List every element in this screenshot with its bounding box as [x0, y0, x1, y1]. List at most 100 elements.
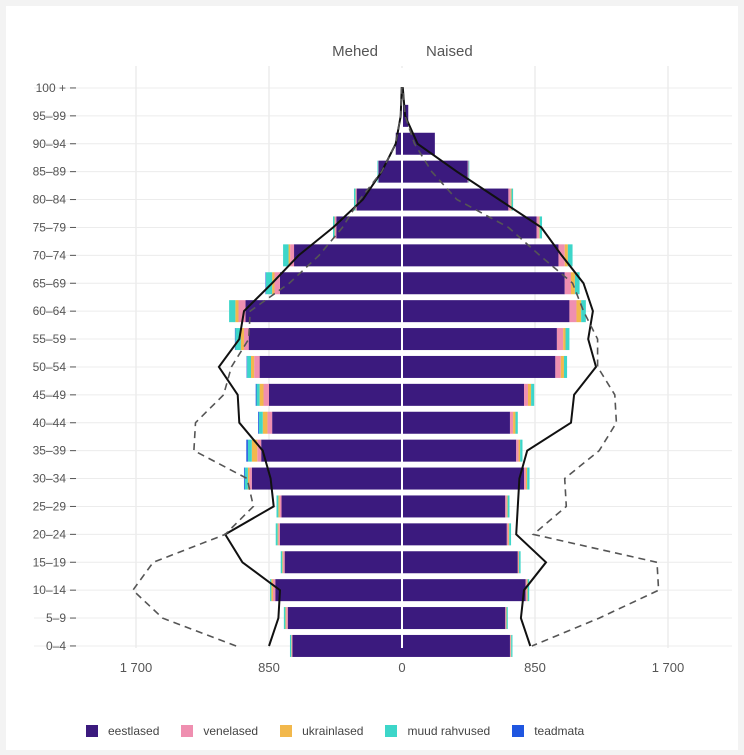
bar-female-venelased	[555, 355, 561, 378]
x-tick-label: 1 700	[652, 660, 685, 675]
population-pyramid-chart: 0–4 5–9 10–14 15–19 20–24 25–29 30–34 35–39 40–4…	[33, 43, 732, 675]
bar-male-muud-rahvused	[280, 551, 283, 574]
legend-item: muud rahvused	[385, 724, 490, 738]
bar-female-muud-rahvused	[511, 188, 514, 211]
bar-male-venelased	[238, 300, 246, 323]
bar-female-muud-rahvused	[527, 467, 530, 490]
bar-female-eestlased	[402, 160, 468, 183]
bar-female-venelased	[556, 328, 564, 351]
bar-female-muud-rahvused	[507, 495, 510, 518]
bar-male-venelased	[263, 383, 269, 406]
bar-male-ukrainlased	[247, 467, 250, 490]
y-tick-label: 65–69	[33, 276, 67, 290]
y-tick-label: 30–34	[33, 472, 67, 486]
bar-male-venelased	[291, 634, 293, 657]
bar-male-eestlased	[272, 411, 402, 434]
bar-male-eestlased	[336, 216, 402, 239]
bar-male-eestlased	[279, 272, 402, 295]
bar-male-venelased	[355, 188, 357, 211]
bar-male-ukrainlased	[262, 411, 268, 434]
bar-male-venelased	[272, 579, 276, 602]
bar-male-ukrainlased	[282, 551, 284, 574]
bar-male-eestlased	[287, 607, 402, 630]
bar-male-eestlased	[275, 579, 402, 602]
bar-male-venelased	[243, 328, 249, 351]
bar-male-ukrainlased	[251, 355, 255, 378]
bar-female-ukrainlased	[564, 244, 568, 267]
bar-male-eestlased	[284, 551, 402, 574]
bar-male-muud-rahvused	[270, 579, 272, 602]
bar-male-muud-rahvused	[377, 160, 379, 183]
y-tick-label: 100 +	[36, 81, 66, 95]
bar-female-eestlased	[402, 523, 507, 546]
y-tick-label: 80–84	[33, 193, 67, 207]
bar-male-eestlased	[279, 523, 402, 546]
x-tick-label: 850	[258, 660, 280, 675]
bar-female-eestlased	[402, 467, 525, 490]
bar-male-eestlased	[259, 355, 402, 378]
bar-male-eestlased	[245, 300, 402, 323]
bar-male-muud-rahvused	[283, 244, 289, 267]
bar-male-venelased	[290, 244, 295, 267]
bar-male-muud-rahvused	[275, 523, 278, 546]
bar-male-muud-rahvused	[353, 188, 356, 211]
bar-female-eestlased	[402, 355, 556, 378]
bar-male-venelased	[279, 495, 282, 518]
bar-male-eestlased	[356, 188, 402, 211]
bar-female-ukrainlased	[538, 216, 540, 239]
bar-male-eestlased	[269, 383, 402, 406]
bar-female-muud-rahvused	[563, 355, 568, 378]
bar-female-ukrainlased	[525, 467, 528, 490]
x-tick-label: 1 700	[120, 660, 153, 675]
bar-female-eestlased	[402, 411, 510, 434]
bar-male-muud-rahvused	[289, 634, 292, 657]
bar-male-ukrainlased	[285, 607, 287, 630]
bar-male-ukrainlased	[288, 244, 291, 267]
bar-male-eestlased	[248, 328, 402, 351]
y-tick-label: 60–64	[33, 304, 67, 318]
y-tick-label: 10–14	[33, 583, 67, 597]
bar-male-ukrainlased	[271, 579, 273, 602]
bar-female-muud-rahvused	[581, 300, 586, 323]
bar-male-venelased	[274, 272, 280, 295]
x-tick-label: 850	[524, 660, 546, 675]
bar-female-eestlased	[402, 551, 518, 574]
bar-female-venelased	[564, 272, 571, 295]
legend-label: teadmata	[534, 724, 585, 738]
legend-swatch	[385, 725, 398, 737]
bar-male-muud-rahvused	[283, 607, 286, 630]
bar-male-venelased	[267, 411, 273, 434]
y-tick-label: 45–49	[33, 388, 67, 402]
bar-male-eestlased	[395, 132, 402, 155]
bar-male-muud-rahvused	[256, 383, 260, 406]
y-tick-label: 35–39	[33, 444, 67, 458]
bar-male-teadmata	[258, 411, 259, 434]
bar-male-venelased	[278, 523, 280, 546]
bar-male-venelased	[286, 607, 288, 630]
y-tick-label: 75–79	[33, 220, 67, 234]
overlay-line-dashed	[131, 87, 660, 647]
bar-female-muud-rahvused	[574, 272, 580, 295]
bar-female-venelased	[536, 216, 539, 239]
legend-item: eestlased	[86, 724, 159, 738]
bar-female-ukrainlased	[563, 328, 566, 351]
bar-female-venelased	[516, 439, 519, 462]
side-label-females: Naised	[426, 43, 473, 60]
bar-male-teadmata	[243, 467, 245, 490]
bar-male-venelased	[283, 551, 285, 574]
bar-male-muud-rahvused	[276, 495, 279, 518]
bar-female-ukrainlased	[506, 495, 508, 518]
bar-male-venelased	[254, 355, 260, 378]
bar-female-eestlased	[402, 495, 506, 518]
y-tick-label: 25–29	[33, 499, 67, 513]
y-tick-label: 15–19	[33, 555, 67, 569]
bar-female-ukrainlased	[518, 439, 521, 462]
bar-female-venelased	[467, 160, 469, 183]
side-label-males: Mehed	[332, 43, 378, 60]
bar-female-eestlased	[402, 272, 565, 295]
bar-male-eestlased	[292, 634, 402, 657]
bar-female-venelased	[506, 523, 509, 546]
bar-female-muud-rahvused	[509, 523, 512, 546]
y-tick-label: 70–74	[33, 248, 67, 262]
bar-female-muud-rahvused	[527, 579, 530, 602]
